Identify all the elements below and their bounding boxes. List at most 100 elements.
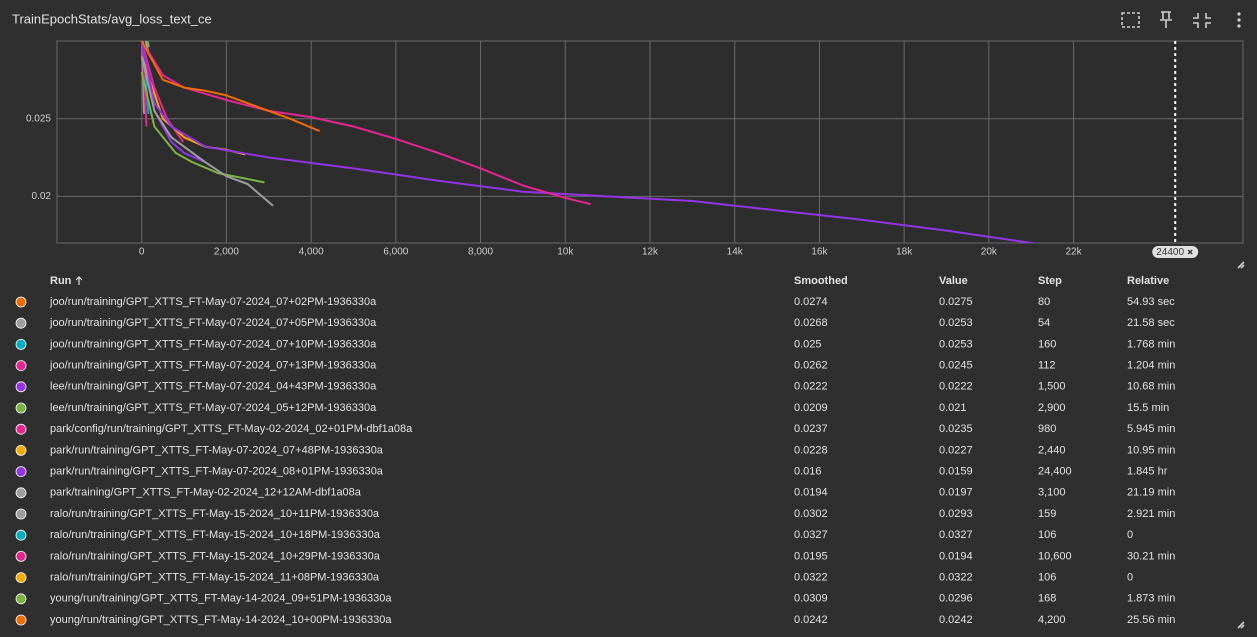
column-header[interactable]: Step: [1038, 275, 1062, 287]
cell: 0.0322: [939, 572, 973, 584]
run-table: Run Smoothed Value Step Relative joo/run/trai…: [15, 275, 1175, 626]
x-tick-label: 18k: [896, 247, 913, 258]
cell: 106: [1038, 529, 1056, 541]
cell: 0.0194: [939, 550, 973, 562]
x-tick-label: 14k: [727, 247, 744, 258]
cell: 80: [1038, 296, 1050, 308]
cell: 21.58 sec: [1127, 317, 1175, 329]
cell: 0.0228: [794, 444, 828, 456]
cell: 0.0227: [939, 444, 973, 456]
x-tick-label: 22k: [1066, 247, 1083, 258]
y-tick-label: 0.025: [26, 113, 51, 124]
run-color-dot: [15, 444, 27, 456]
x-tick-label: 2,000: [214, 247, 239, 258]
cell: 0: [1127, 529, 1133, 541]
x-tick-label: 4,000: [299, 247, 324, 258]
cell: 1.873 min: [1127, 593, 1175, 605]
cell: 0.0235: [939, 423, 973, 435]
run-name: lee/run/training/GPT_XTTS_FT-May-07-2024…: [50, 381, 377, 393]
overlay: 24400: [1152, 41, 1199, 258]
x-tick-label: 10k: [557, 247, 574, 258]
run-color-dot: [15, 466, 27, 478]
cell: 0.0274: [794, 296, 828, 308]
cell: 24,400: [1038, 466, 1072, 478]
run-name: joo/run/training/GPT_XTTS_FT-May-07-2024…: [49, 360, 377, 372]
cell: 15.5 min: [1127, 402, 1169, 414]
column-header[interactable]: Smoothed: [794, 275, 848, 287]
run-color-dot: [15, 529, 27, 541]
cell: 54.93 sec: [1127, 296, 1175, 308]
run-name: park/run/training/GPT_XTTS_FT-May-07-202…: [50, 466, 384, 478]
cell: 0.0197: [939, 487, 973, 499]
more-button[interactable]: [1237, 12, 1241, 28]
column-header[interactable]: Relative: [1127, 275, 1169, 287]
cell: 25.56 min: [1127, 614, 1175, 626]
cell: 0.0245: [939, 360, 973, 372]
cell: 1.768 min: [1127, 338, 1175, 350]
cell: 5.945 min: [1127, 423, 1175, 435]
step-marker-remove[interactable]: [1187, 249, 1193, 255]
run-color-dot: [15, 381, 27, 393]
cell: 160: [1038, 338, 1056, 350]
run-color-dot: [15, 317, 27, 329]
x-tick-label: 12k: [642, 247, 659, 258]
cell: 0.0242: [939, 614, 973, 626]
fit-domain-button[interactable]: [1121, 12, 1140, 28]
cell: 0.016: [794, 466, 822, 478]
cell: 3,100: [1038, 487, 1066, 499]
cell: 106: [1038, 572, 1056, 584]
x-tick-label: 16k: [811, 247, 828, 258]
pin-button[interactable]: [1160, 11, 1172, 28]
card-title: TrainEpochStats/avg_loss_text_ce: [12, 11, 212, 26]
cell: 1.204 min: [1127, 360, 1175, 372]
cell: 0.0253: [939, 317, 973, 329]
step-marker-label: 24400: [1156, 247, 1184, 258]
cell: 54: [1038, 317, 1050, 329]
run-color-dot: [15, 423, 27, 435]
cell: 1,500: [1038, 381, 1066, 393]
cell: 980: [1038, 423, 1056, 435]
cell: 0: [1127, 572, 1133, 584]
run-color-dot: [15, 338, 27, 350]
cell: 2,900: [1038, 402, 1066, 414]
run-name: park/run/training/GPT_XTTS_FT-May-07-202…: [50, 444, 384, 456]
run-color-dot: [15, 508, 27, 520]
collapse-button[interactable]: [1193, 13, 1211, 28]
run-name: joo/run/training/GPT_XTTS_FT-May-07-2024…: [49, 338, 377, 350]
run-name: young/run/training/GPT_XTTS_FT-May-14-20…: [50, 593, 392, 605]
run-name: young/run/training/GPT_XTTS_FT-May-14-20…: [50, 614, 392, 626]
x-tick-label: 8,000: [468, 247, 493, 258]
sort-arrow: [75, 276, 83, 285]
toolbar: [1121, 11, 1241, 28]
cell: 21.19 min: [1127, 487, 1175, 499]
resize-handle[interactable]: [1237, 261, 1245, 269]
run-name: ralo/run/training/GPT_XTTS_FT-May-15-202…: [50, 508, 380, 520]
cell: 1.845 hr: [1127, 466, 1168, 478]
run-color-dot: [15, 487, 27, 499]
column-header[interactable]: Value: [939, 275, 968, 287]
cell: 0.021: [939, 402, 967, 414]
series-line: [140, 41, 206, 164]
cell: 2.921 min: [1127, 508, 1175, 520]
cell: 10.95 min: [1127, 444, 1175, 456]
cell: 0.0296: [939, 593, 973, 605]
cell: 0.0222: [794, 381, 828, 393]
series-line: [140, 41, 320, 133]
run-color-dot: [15, 572, 27, 583]
column-header[interactable]: Run: [50, 275, 72, 287]
cell: 0.0327: [794, 529, 828, 541]
cell: 4,200: [1038, 614, 1066, 626]
cell: 0.0275: [939, 296, 973, 308]
run-name: ralo/run/training/GPT_XTTS_FT-May-15-202…: [50, 529, 381, 541]
cell: 168: [1038, 593, 1056, 605]
y-tick-label: 0.02: [32, 191, 52, 202]
cell: 0.0242: [794, 614, 828, 626]
run-color-dot: [15, 593, 27, 605]
x-tick-label: 6,000: [383, 247, 408, 258]
cell: 2,440: [1038, 444, 1066, 456]
cell: 0.0209: [794, 402, 828, 414]
cell: 30.21 min: [1127, 550, 1175, 562]
cell: 0.0194: [794, 487, 828, 499]
resize-handle[interactable]: [1237, 621, 1245, 629]
